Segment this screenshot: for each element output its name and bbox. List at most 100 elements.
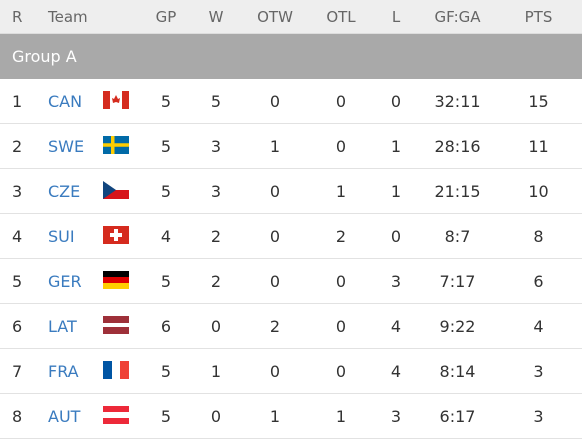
w-cell: 3 xyxy=(210,136,222,156)
header-cell: OTW xyxy=(257,7,293,26)
flag xyxy=(103,361,129,379)
otl-cell: 2 xyxy=(335,226,347,246)
team-row: 4 SUI 4 2 0 2 0 8:7 8 xyxy=(0,214,582,259)
pts-cell: 10 xyxy=(528,181,549,201)
flag xyxy=(103,91,129,109)
gf-ga-cell: 32:11 xyxy=(434,91,481,111)
flag xyxy=(103,136,129,154)
team-cell[interactable]: SWE xyxy=(48,136,85,156)
gf-ga-cell: 7:17 xyxy=(439,271,476,291)
team-row: 7 FRA 5 1 0 0 4 8:14 3 xyxy=(0,349,582,394)
l-cell: 3 xyxy=(390,271,402,291)
otw-cell: 2 xyxy=(269,316,281,336)
team-cell[interactable]: FRA xyxy=(48,361,79,381)
w-cell: 3 xyxy=(210,181,222,201)
otw-cell: 1 xyxy=(269,136,281,156)
team-row: 6 LAT 6 0 2 0 4 9:22 4 xyxy=(0,304,582,349)
team-cell[interactable]: CAN xyxy=(48,91,83,111)
group-row: Group A xyxy=(0,34,582,79)
header-cell: PTS xyxy=(524,7,553,26)
otl-cell: 1 xyxy=(335,406,347,426)
header-cell: GF:GA xyxy=(434,7,481,26)
header-cell: L xyxy=(391,7,401,26)
team-cell[interactable]: CZE xyxy=(48,181,81,201)
team-cell[interactable]: LAT xyxy=(48,316,77,336)
gp-cell: 6 xyxy=(160,316,172,336)
w-cell: 2 xyxy=(210,226,222,246)
gf-ga-cell: 28:16 xyxy=(434,136,481,156)
rank-cell: 6 xyxy=(12,316,23,336)
header-cell: W xyxy=(208,7,224,26)
team-cell[interactable]: AUT xyxy=(48,406,81,426)
rank-cell: 7 xyxy=(12,361,23,381)
otw-cell: 0 xyxy=(269,181,281,201)
flag xyxy=(103,406,129,424)
team-row: 5 GER 5 2 0 0 3 7:17 6 xyxy=(0,259,582,304)
team-row: 2 SWE 5 3 1 0 1 28:16 11 xyxy=(0,124,582,169)
gp-cell: 5 xyxy=(160,361,172,381)
header-cell: R xyxy=(12,7,23,26)
rank-cell: 2 xyxy=(12,136,23,156)
w-cell: 1 xyxy=(210,361,222,381)
otw-cell: 0 xyxy=(269,271,281,291)
gp-cell: 5 xyxy=(160,181,172,201)
w-cell: 2 xyxy=(210,271,222,291)
otw-cell: 0 xyxy=(269,91,281,111)
rank-cell: 5 xyxy=(12,271,23,291)
team-row: 1 CAN 5 5 0 0 0 32:11 15 xyxy=(0,79,582,124)
pts-cell: 3 xyxy=(533,406,544,426)
l-cell: 1 xyxy=(390,181,402,201)
l-cell: 4 xyxy=(390,361,402,381)
otl-cell: 0 xyxy=(335,271,347,291)
otl-cell: 1 xyxy=(335,181,347,201)
w-cell: 5 xyxy=(210,91,222,111)
rank-cell: 8 xyxy=(12,406,23,426)
pts-cell: 8 xyxy=(533,226,544,246)
flag xyxy=(103,181,129,199)
gp-cell: 4 xyxy=(160,226,172,246)
otw-cell: 0 xyxy=(269,361,281,381)
team-row: 8 AUT 5 0 1 1 3 6:17 3 xyxy=(0,394,582,439)
w-cell: 0 xyxy=(210,316,222,336)
gf-ga-cell: 9:22 xyxy=(439,316,476,336)
team-row: 3 CZE 5 3 0 1 1 21:15 10 xyxy=(0,169,582,214)
otw-cell: 0 xyxy=(269,226,281,246)
l-cell: 0 xyxy=(390,226,402,246)
l-cell: 1 xyxy=(390,136,402,156)
gp-cell: 5 xyxy=(160,136,172,156)
otl-cell: 0 xyxy=(335,361,347,381)
flag xyxy=(103,316,129,334)
pts-cell: 15 xyxy=(528,91,549,111)
rank-cell: 3 xyxy=(12,181,23,201)
flag xyxy=(103,271,129,289)
rank-cell: 4 xyxy=(12,226,23,246)
gf-ga-cell: 21:15 xyxy=(434,181,481,201)
l-cell: 3 xyxy=(390,406,402,426)
team-cell[interactable]: GER xyxy=(48,271,82,291)
header-cell: OTL xyxy=(326,7,356,26)
otl-cell: 0 xyxy=(335,316,347,336)
gf-ga-cell: 8:14 xyxy=(439,361,476,381)
otl-cell: 0 xyxy=(335,136,347,156)
header-row: R Team GP W OTW OTL L GF:GA PTS xyxy=(0,0,582,34)
pts-cell: 6 xyxy=(533,271,544,291)
header-cell: Team xyxy=(48,7,88,26)
l-cell: 0 xyxy=(390,91,402,111)
flag xyxy=(103,226,129,244)
gp-cell: 5 xyxy=(160,91,172,111)
rank-cell: 1 xyxy=(12,91,23,111)
pts-cell: 3 xyxy=(533,361,544,381)
pts-cell: 11 xyxy=(528,136,549,156)
gp-cell: 5 xyxy=(160,406,172,426)
gf-ga-cell: 6:17 xyxy=(439,406,476,426)
gp-cell: 5 xyxy=(160,271,172,291)
gf-ga-cell: 8:7 xyxy=(444,226,471,246)
team-cell[interactable]: SUI xyxy=(48,226,75,246)
header-cell: GP xyxy=(155,7,177,26)
otl-cell: 0 xyxy=(335,91,347,111)
otw-cell: 1 xyxy=(269,406,281,426)
l-cell: 4 xyxy=(390,316,402,336)
pts-cell: 4 xyxy=(533,316,544,336)
